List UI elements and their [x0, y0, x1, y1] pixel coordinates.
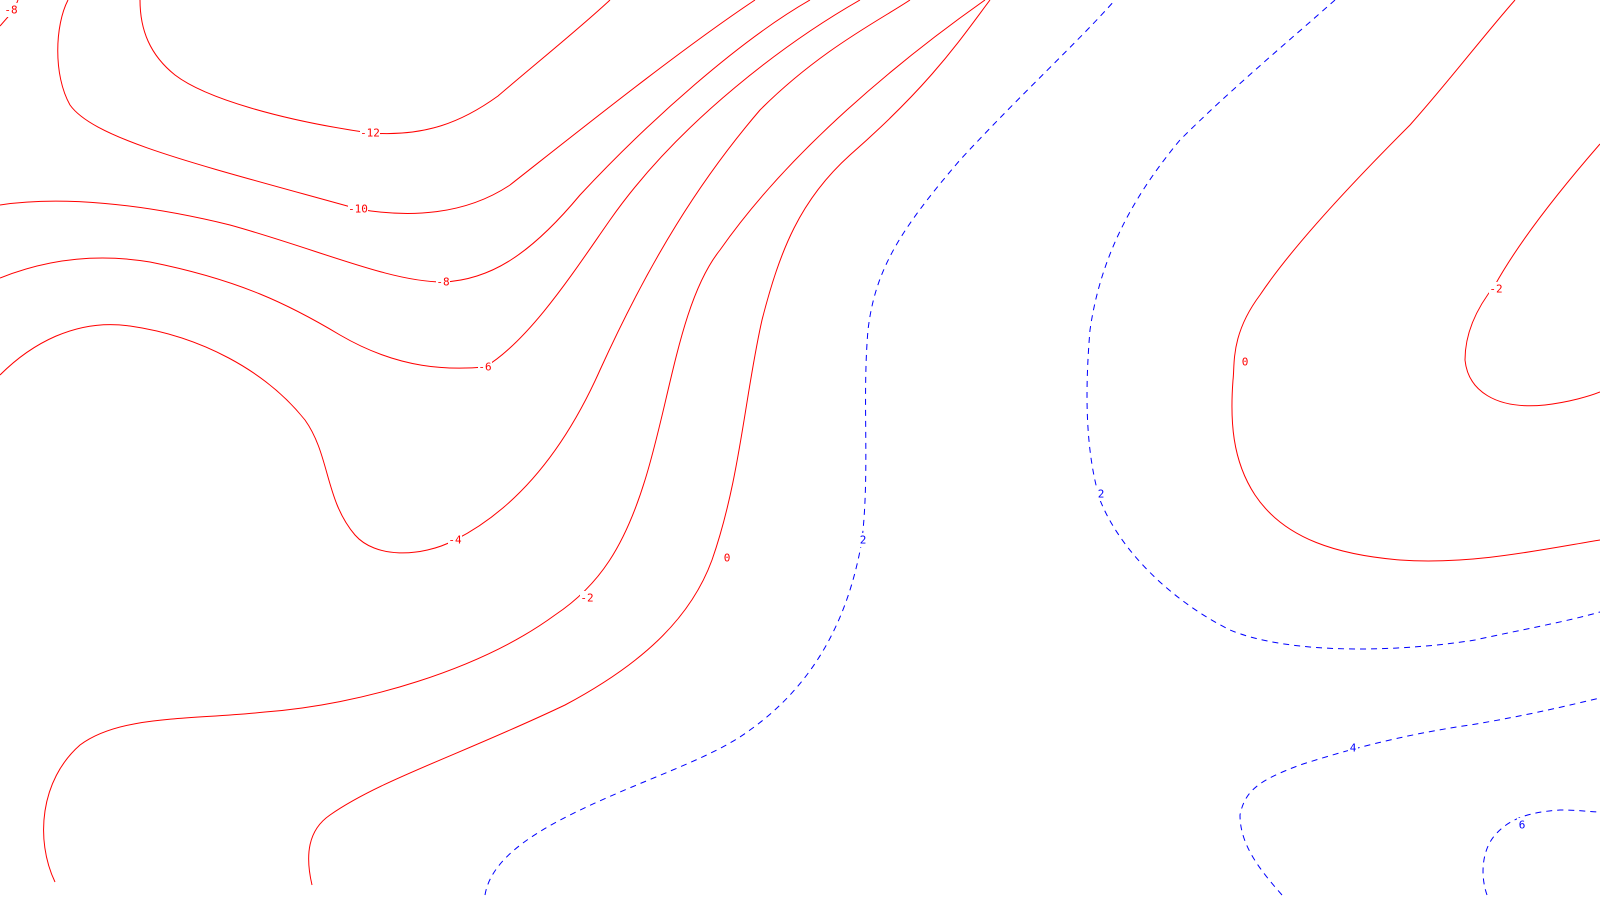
contour-label-2: 2	[858, 533, 868, 547]
contour-label-text: 2	[860, 534, 867, 547]
contour-label-minus4: -4	[448, 533, 462, 547]
contour-label-minus2-right: -2	[1489, 282, 1503, 296]
contour-label-text: 2	[1098, 488, 1105, 501]
contour-line-level-0	[308, 0, 991, 886]
contour-label-text: -6	[478, 361, 491, 374]
contour-label-text: -2	[1489, 283, 1502, 296]
contour-label-text: 0	[1242, 356, 1249, 369]
contour-line-level-minus4	[0, 0, 911, 554]
contour-line-level-2	[484, 0, 1116, 896]
contour-label-minus10: -10	[348, 202, 368, 216]
contour-label-6: 6	[1517, 818, 1527, 832]
contour-label-text: -2	[580, 592, 593, 605]
contour-label-text: -8	[4, 4, 17, 17]
contour-label-4: 4	[1348, 741, 1358, 755]
contour-line-level-minus2	[43, 0, 986, 883]
contour-label-text: 4	[1350, 742, 1357, 755]
contour-label-minus8-topleft: -8	[4, 3, 18, 17]
contour-label-text: -10	[348, 203, 368, 216]
contour-line-level-minus2	[1464, 143, 1600, 407]
contour-label-minus2: -2	[580, 591, 594, 605]
contour-label-2-right: 2	[1096, 487, 1106, 501]
contour-label-text: 0	[724, 552, 731, 565]
contour-label-0-right: 0	[1240, 355, 1250, 369]
contour-line-level-0	[1231, 0, 1600, 562]
contour-label-text: 6	[1519, 819, 1526, 832]
contour-label-text: -4	[448, 534, 462, 547]
contour-label-minus8: -8	[436, 275, 450, 289]
contour-label-minus12: -12	[360, 126, 380, 140]
contour-label-0: 0	[722, 551, 732, 565]
contour-label-text: -8	[436, 276, 449, 289]
contour-label-text: -12	[360, 127, 380, 140]
contour-label-minus6: -6	[478, 360, 492, 374]
contour-line-level-minus6	[0, 0, 861, 369]
